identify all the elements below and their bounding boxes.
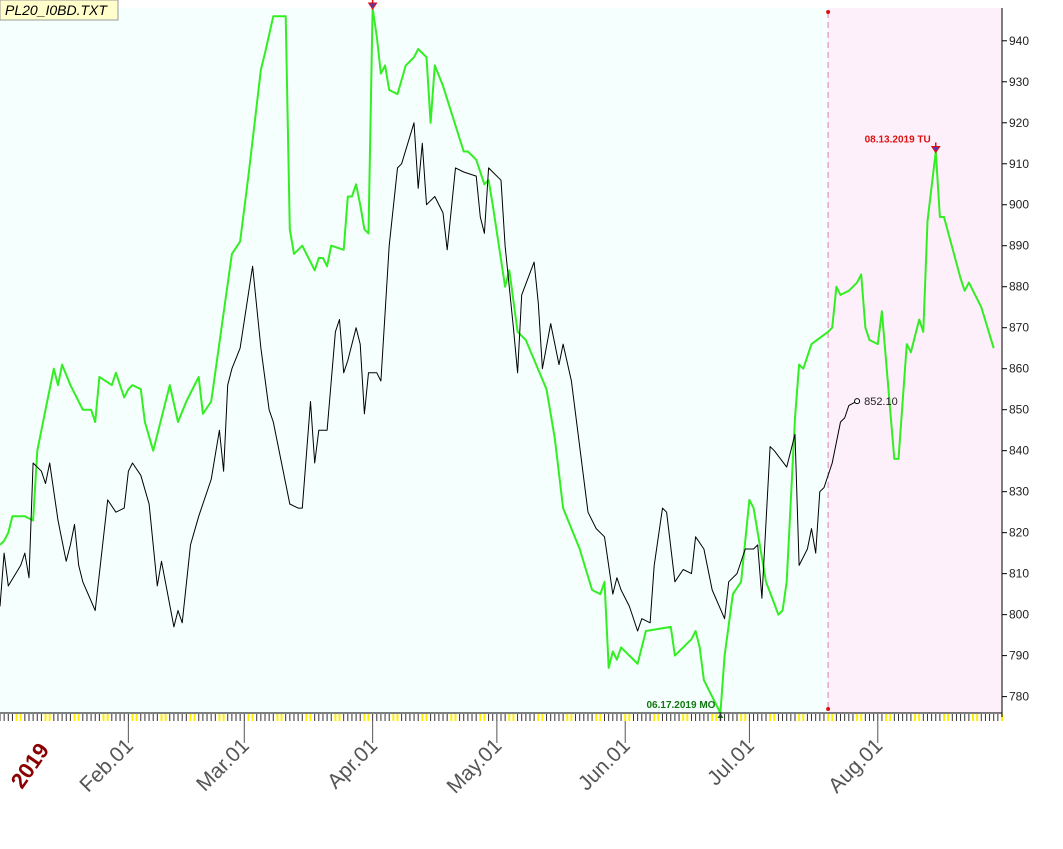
month-label: Apr.01 (323, 734, 382, 793)
x-axis: 2019 Feb.01 Mar.01 Apr.01 May.01 Jun.01 Jul.01… (0, 712, 1003, 798)
y-tick-label: 910 (1009, 157, 1029, 171)
high-annotation: 08.13.2019 TU (865, 134, 931, 145)
projection-marker-top (826, 10, 831, 14)
last-value-marker (854, 398, 861, 405)
series-lines (0, 7, 995, 714)
month-label: Jun.01 (574, 734, 635, 795)
annotations: 03.29.2019 FR 08.13.2019 TU 06.17.2019 MO 8… (301, 0, 941, 721)
y-tick-label: 790 (1009, 649, 1029, 663)
month-label: May.01 (443, 734, 507, 798)
year-label: 2019 (6, 738, 55, 792)
projection-marker-bottom (826, 707, 831, 711)
y-tick-label: 830 (1009, 485, 1029, 499)
y-tick-label: 810 (1009, 567, 1029, 581)
high-marker-arrow (367, 2, 378, 10)
month-label: Aug.01 (824, 734, 887, 797)
y-tick-label: 800 (1009, 608, 1029, 622)
chart-title: PL20_I0BD.TXT (5, 2, 108, 18)
y-tick-label: 870 (1009, 321, 1029, 335)
y-tick-label: 850 (1009, 403, 1029, 417)
month-label: Feb.01 (75, 734, 138, 797)
y-tick-label: 780 (1009, 690, 1029, 704)
month-label: Mar.01 (192, 734, 254, 796)
last-value-label: 852.10 (864, 396, 898, 408)
y-tick-label: 920 (1009, 116, 1029, 130)
y-tick-label: 820 (1009, 526, 1029, 540)
y-tick-label: 940 (1009, 34, 1029, 48)
y-tick-label: 930 (1009, 75, 1029, 89)
projection-area (828, 8, 1002, 713)
series-line-black (0, 122, 858, 632)
series-line-green (0, 7, 995, 714)
month-label: Jul.01 (703, 734, 759, 790)
y-tick-label: 890 (1009, 239, 1029, 253)
y-tick-label: 860 (1009, 362, 1029, 376)
low-annotation: 06.17.2019 MO (647, 700, 716, 711)
chart-title-box: PL20_I0BD.TXT (0, 0, 119, 21)
high-marker-arrow (930, 145, 941, 154)
y-axis: 780 790 800 810 820 830 840 850 860 870 880 890 900 9… (1001, 8, 1029, 717)
y-tick-label: 840 (1009, 444, 1029, 458)
y-tick-label: 880 (1009, 280, 1029, 294)
y-tick-label: 900 (1009, 198, 1029, 212)
high-annotation: 03.29.2019 FR (301, 0, 368, 2)
